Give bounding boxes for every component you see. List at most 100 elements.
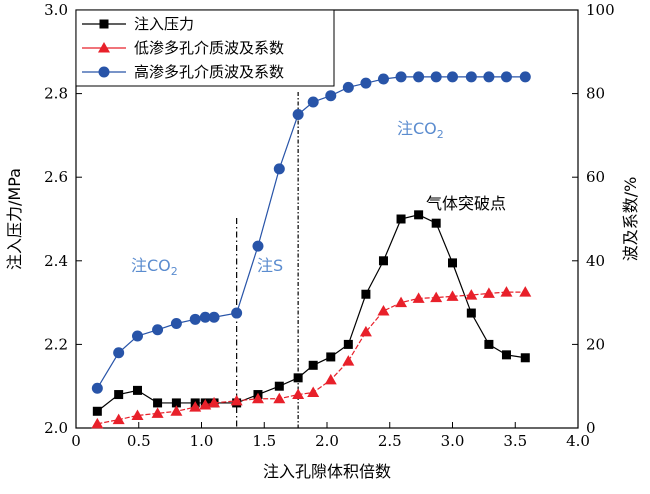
- data-point-circle: [360, 77, 372, 89]
- data-point-circle: [465, 71, 477, 83]
- data-point-circle: [447, 71, 458, 83]
- data-point-square: [114, 390, 124, 400]
- data-point-circle: [292, 109, 304, 120]
- x-tick-label: 0.5: [127, 432, 151, 450]
- y-right-tick-label: 100: [586, 1, 615, 19]
- legend-item: 注入压力: [82, 15, 194, 33]
- annotation-co2-right-main: 注CO: [397, 119, 437, 138]
- data-point-square: [361, 289, 371, 299]
- phase-lines: [236, 92, 299, 428]
- data-point-triangle: [199, 399, 212, 410]
- data-point-triangle: [98, 42, 110, 53]
- data-point-triangle: [189, 401, 202, 412]
- annotation-s: 注S: [257, 256, 283, 275]
- data-point-square: [274, 381, 284, 391]
- x-tick-label: 4.0: [566, 432, 590, 450]
- data-point-circle: [170, 318, 182, 329]
- legend-item: 低渗多孔介质波及系数: [82, 39, 284, 57]
- data-point-circle: [342, 81, 354, 93]
- y-axis-left-title: 注入压力/MPa: [5, 168, 24, 270]
- data-point-triangle: [91, 417, 104, 429]
- series-line: [96, 76, 526, 389]
- y-left-tick-label: 3.0: [44, 1, 68, 19]
- data-point-triangle: [151, 407, 164, 418]
- x-tick-label: 2.5: [378, 432, 402, 450]
- tick-labels: 0 0.5 1.0 1.5 2.0 2.5 3.0 3.5 4.0 2.0 2.2 2.4 2.6 2.8…: [44, 1, 615, 450]
- data-point-circle: [252, 240, 264, 252]
- data-point-circle: [413, 71, 425, 83]
- data-point-square: [171, 398, 181, 408]
- y-right-tick-label: 60: [586, 168, 605, 186]
- data-point-square: [293, 373, 303, 383]
- series-group: [91, 71, 532, 429]
- data-point-square: [92, 406, 102, 416]
- data-point-triangle: [170, 405, 183, 416]
- y-axis-right-title: 波及系数/%: [621, 177, 640, 262]
- data-point-circle: [519, 71, 531, 83]
- data-point-triangle: [377, 304, 390, 316]
- data-point-square: [396, 214, 406, 224]
- data-point-circle: [131, 330, 143, 342]
- data-point-circle: [189, 313, 201, 325]
- data-point-triangle: [412, 292, 425, 303]
- data-point-square: [484, 339, 494, 349]
- data-point-square: [99, 19, 109, 29]
- series-line: [96, 214, 526, 412]
- y-left-tick-label: 2.0: [44, 419, 68, 437]
- data-point-square: [466, 308, 476, 318]
- x-tick-label: 1.5: [252, 432, 276, 450]
- data-point-square: [132, 385, 142, 395]
- data-point-triangle: [446, 290, 459, 301]
- x-tick-label: 3.5: [503, 432, 527, 450]
- legend-label: 高渗多孔介质波及系数: [134, 63, 284, 81]
- y-right-tick-label: 0: [586, 419, 596, 437]
- data-point-square: [431, 218, 441, 228]
- data-point-square: [378, 256, 388, 266]
- data-point-square: [520, 353, 530, 363]
- annotation-co2-left-main: 注CO: [131, 256, 171, 275]
- data-point-triangle: [465, 289, 478, 300]
- data-point-circle: [273, 163, 285, 175]
- data-point-circle: [307, 96, 319, 108]
- data-point-circle: [152, 324, 164, 336]
- data-point-triangle: [273, 392, 286, 404]
- data-point-triangle: [131, 409, 144, 420]
- annotation-co2-right-sub: 2: [437, 128, 444, 141]
- x-tick-label: 0: [71, 432, 81, 450]
- x-tick-label: 3.0: [441, 432, 465, 450]
- data-point-circle: [113, 347, 125, 359]
- y-left-tick-label: 2.2: [44, 335, 68, 353]
- data-point-triangle: [292, 388, 305, 400]
- data-point-square: [414, 210, 424, 220]
- data-point-triangle: [307, 386, 320, 397]
- axis-ticks: [75, 9, 579, 429]
- x-tick-label: 1.0: [190, 432, 214, 450]
- data-point-triangle: [359, 325, 372, 337]
- data-point-circle: [208, 311, 220, 323]
- series-circle: [91, 71, 531, 394]
- series-square: [92, 210, 530, 416]
- data-point-triangle: [208, 396, 221, 408]
- data-point-circle: [377, 73, 389, 85]
- y-left-tick-label: 2.4: [44, 252, 68, 270]
- x-axis-title: 注入孔隙体积倍数: [263, 462, 391, 481]
- data-point-triangle: [342, 355, 355, 366]
- y-right-tick-label: 80: [586, 85, 605, 103]
- data-point-triangle: [500, 286, 513, 297]
- data-point-circle: [325, 90, 337, 102]
- data-point-square: [326, 352, 336, 362]
- series-triangle: [91, 286, 532, 429]
- annotation-co2-right: 注CO2: [397, 119, 444, 141]
- data-point-circle: [500, 71, 512, 83]
- data-point-square: [153, 398, 163, 408]
- legend-label: 注入压力: [134, 15, 194, 33]
- data-point-circle: [98, 66, 110, 78]
- data-point-circle: [231, 307, 243, 319]
- data-point-circle: [430, 71, 442, 83]
- data-point-triangle: [251, 392, 264, 404]
- y-right-tick-label: 20: [586, 335, 605, 353]
- annotation-breakthrough: 气体突破点: [426, 194, 506, 213]
- legend-label: 低渗多孔介质波及系数: [134, 39, 284, 57]
